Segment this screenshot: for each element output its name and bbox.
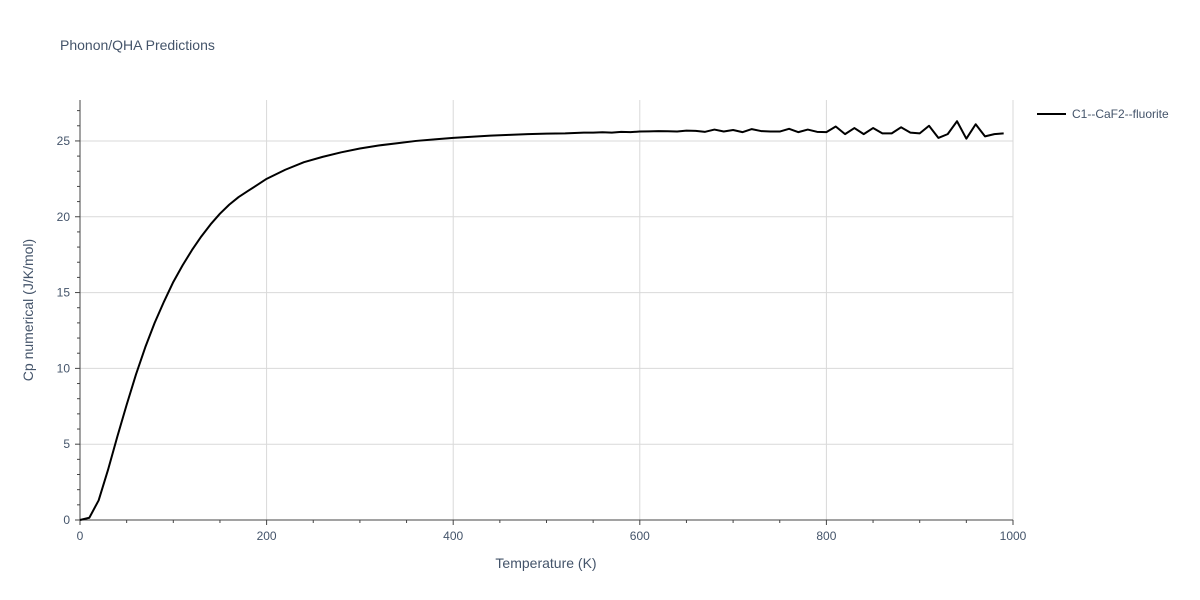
- y-tick-label: 10: [57, 361, 71, 375]
- y-tick-label: 5: [63, 437, 70, 451]
- x-tick-label: 800: [816, 529, 836, 543]
- series-line: [79, 120, 1004, 521]
- y-tick-label: 20: [57, 210, 71, 224]
- x-axis-ticks: 0 200 400 600 800 1000: [77, 520, 1027, 543]
- grid: [80, 100, 1014, 520]
- chart-title: Phonon/QHA Predictions: [60, 37, 215, 53]
- y-tick-label: 15: [57, 286, 71, 300]
- x-tick-label: 400: [443, 529, 463, 543]
- x-tick-label: 0: [77, 529, 84, 543]
- x-tick-label: 200: [257, 529, 277, 543]
- axes: [79, 100, 1013, 521]
- x-axis-title: Temperature (K): [495, 555, 596, 571]
- legend[interactable]: C1--CaF2--fluorite: [1037, 107, 1169, 121]
- y-tick-label: 0: [63, 513, 70, 527]
- x-tick-label: 1000: [1000, 529, 1027, 543]
- x-tick-label: 600: [630, 529, 650, 543]
- legend-label: C1--CaF2--fluorite: [1072, 107, 1169, 121]
- y-axis-title: Cp numerical (J/K/mol): [20, 239, 36, 381]
- series: [79, 120, 1004, 521]
- y-axis-ticks: 0 5 10 15 20 25: [57, 110, 80, 527]
- y-tick-label: 25: [57, 134, 71, 148]
